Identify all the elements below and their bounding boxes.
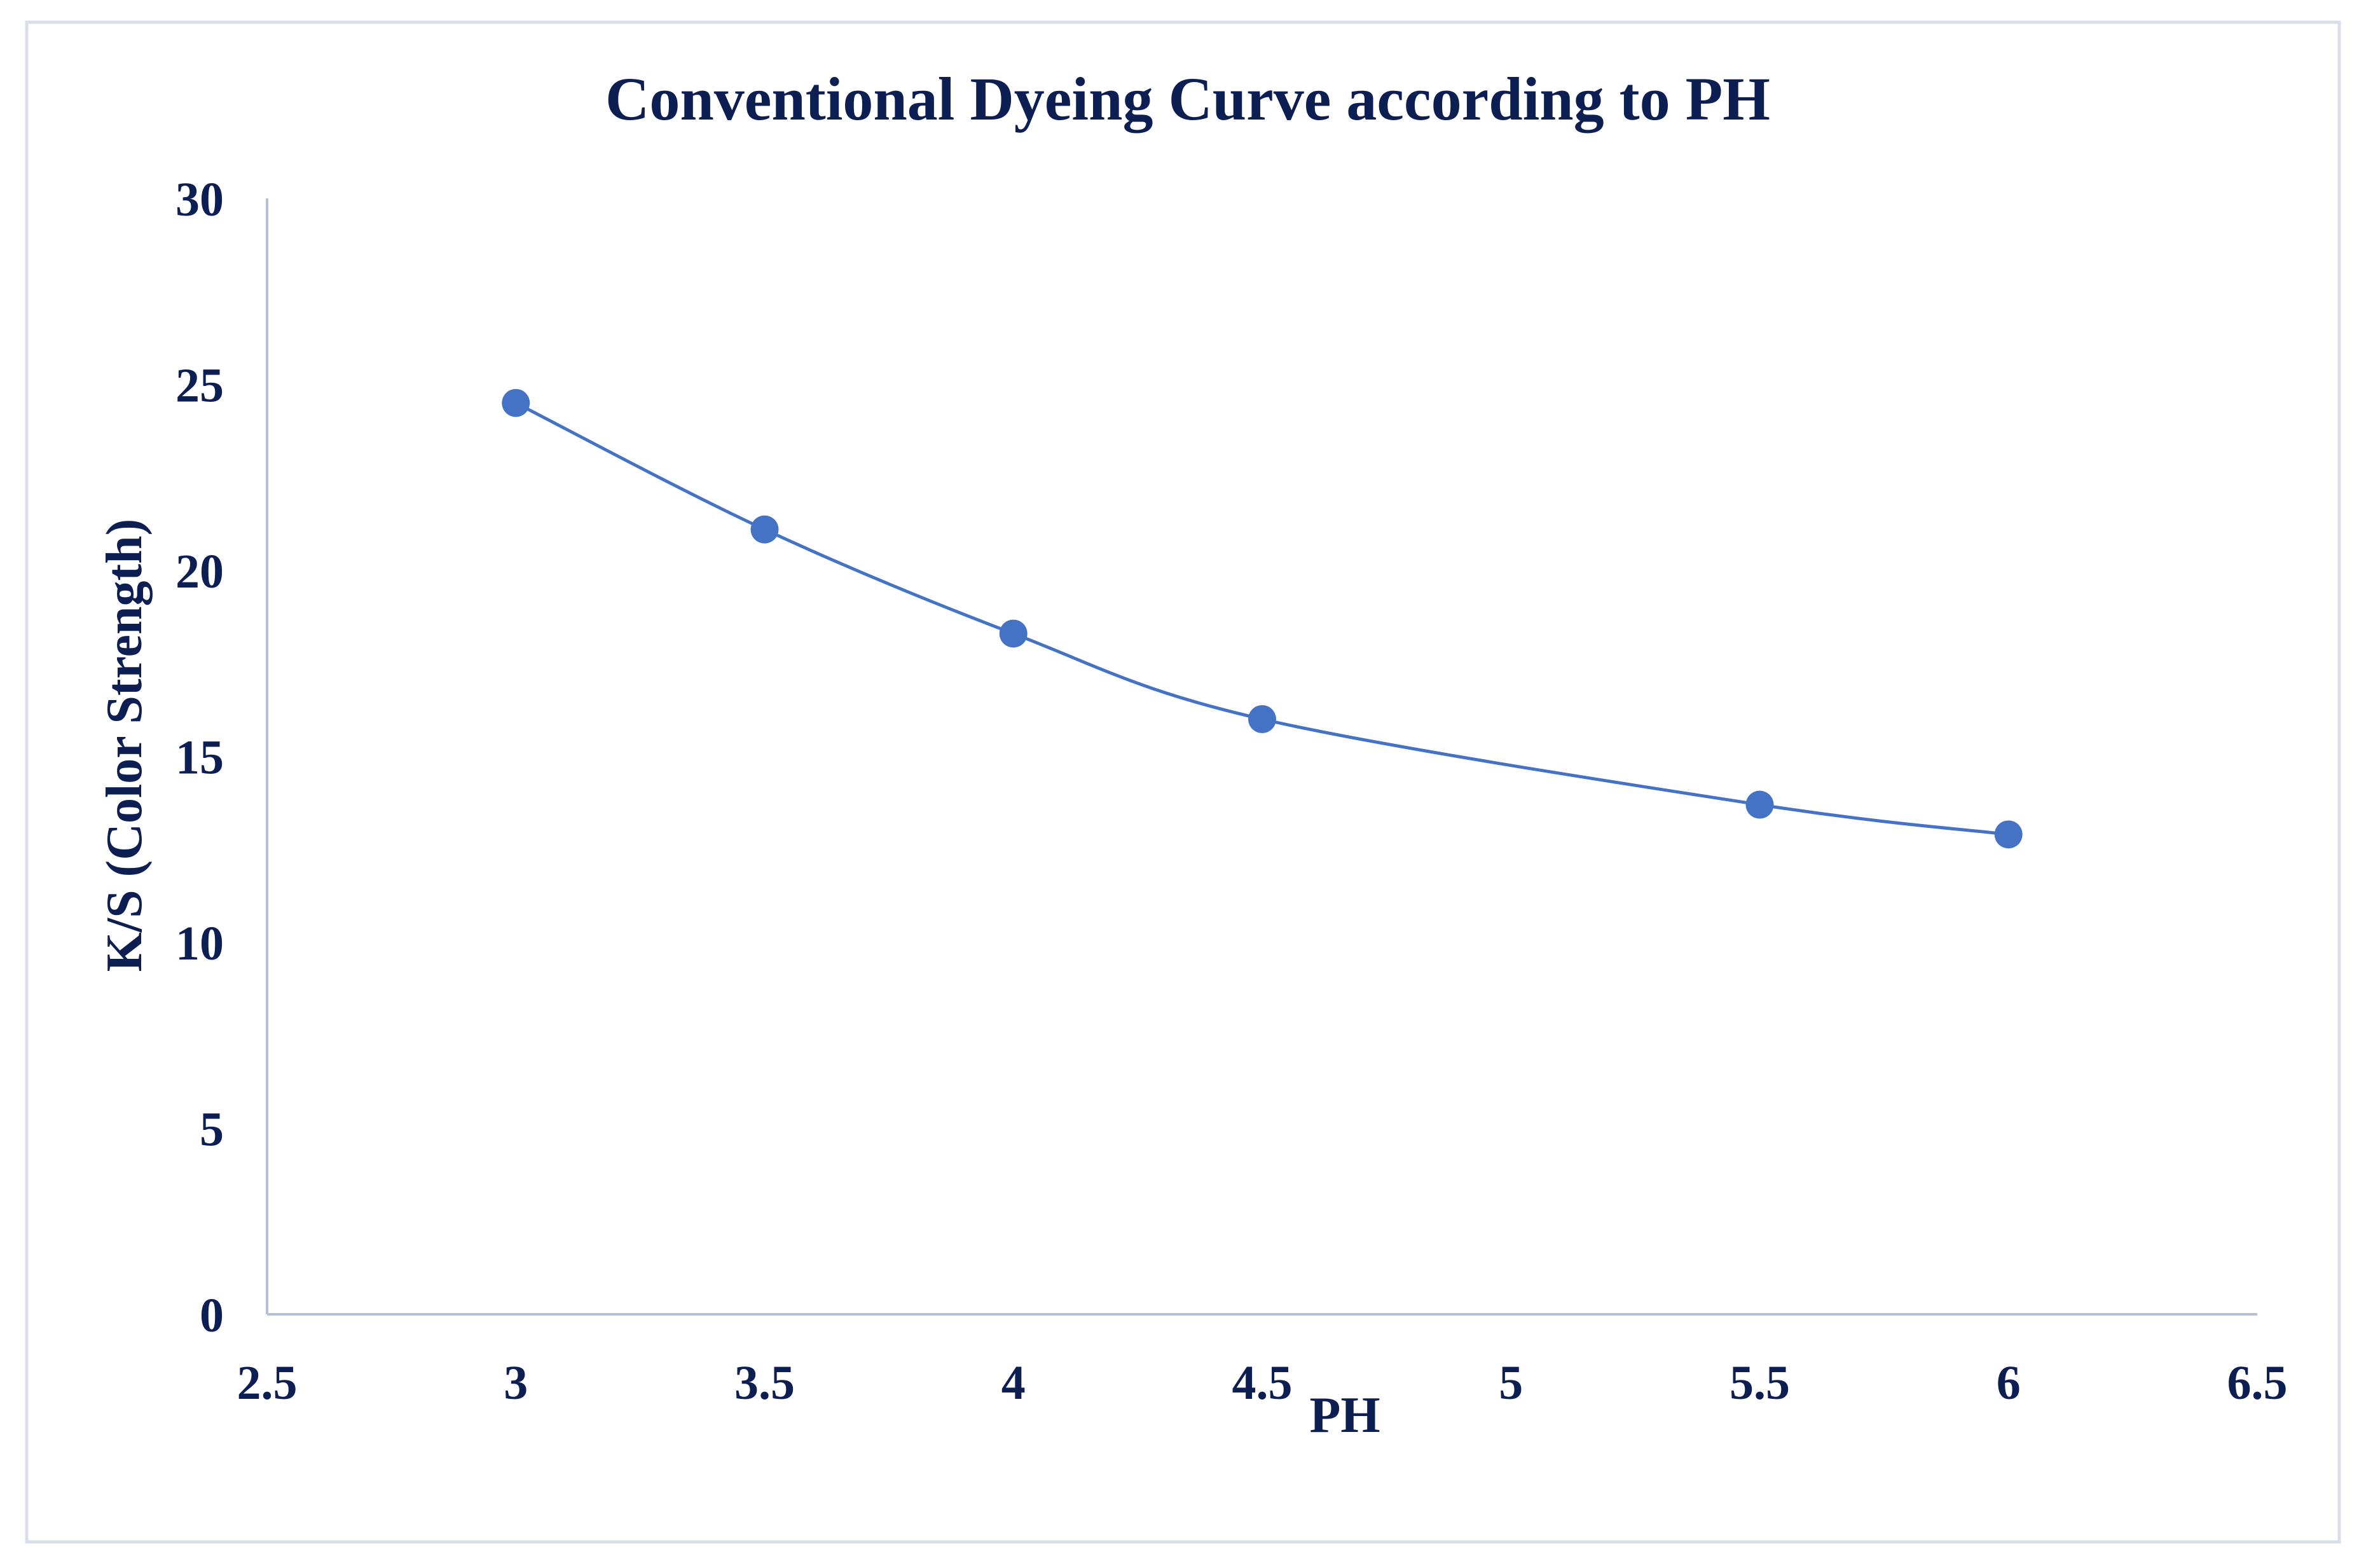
y-tick-label: 15 <box>175 731 224 785</box>
x-tick-label: 6.5 <box>2227 1356 2288 1410</box>
data-point <box>502 389 530 417</box>
chart-title: Conventional Dyeing Curve according to P… <box>605 65 1770 133</box>
x-axis-label: PH <box>1309 1387 1380 1443</box>
x-tick-labels: 2.5 3 3.5 4 4.5 5 5.5 6 6.5 <box>237 1356 2288 1410</box>
y-tick-label: 5 <box>200 1103 224 1157</box>
x-tick-label: 3 <box>504 1356 528 1410</box>
x-tick-label: 2.5 <box>237 1356 298 1410</box>
y-tick-labels: 0 5 10 15 20 25 30 <box>175 173 224 1342</box>
chart-frame <box>25 20 2341 1544</box>
y-axis-label: K/S (Color Strength) <box>97 519 153 972</box>
y-tick-label: 20 <box>175 545 224 598</box>
x-tick-label: 6 <box>1997 1356 2021 1410</box>
x-tick-label: 3.5 <box>734 1356 795 1410</box>
x-tick-label: 4 <box>1001 1356 1026 1410</box>
data-point <box>1745 790 1774 819</box>
series-points <box>502 389 2023 849</box>
y-tick-label: 30 <box>175 173 224 226</box>
data-point <box>750 515 779 544</box>
x-tick-label: 5.5 <box>1730 1356 1790 1410</box>
y-tick-label: 10 <box>175 917 224 970</box>
x-tick-label: 4.5 <box>1232 1356 1293 1410</box>
x-tick-label: 5 <box>1499 1356 1523 1410</box>
data-point <box>1994 820 2023 849</box>
y-tick-label: 0 <box>200 1289 224 1342</box>
y-tick-label: 25 <box>175 359 224 413</box>
data-point <box>999 619 1028 648</box>
data-point <box>1248 705 1276 733</box>
